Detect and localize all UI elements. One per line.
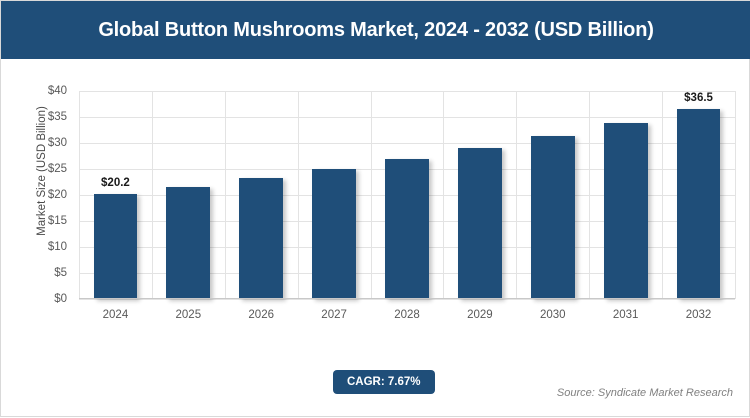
y-axis-tick-label: $30 [47,137,67,149]
bar-slot: $36.5 [676,91,721,299]
plot-area: $20.2 $36.5 [79,91,736,300]
bar-slot [530,91,575,299]
bar-slot [166,91,211,299]
y-axis-tick-label: $40 [47,85,67,97]
bar[interactable] [676,109,721,299]
bar-slot [385,91,429,299]
bar[interactable] [312,169,356,299]
bar-slot [458,91,502,299]
y-axis-tick-label: $25 [47,163,67,175]
gridline-vertical [225,91,226,299]
bar-slot: $20.2 [93,91,138,299]
chart-region: Market Size (USD Billion) $0 $5 $10 $15 $20 $… [1,59,750,359]
bar[interactable] [93,193,138,299]
x-axis-tick-label: 2032 [685,309,712,321]
footer-region: CAGR: 7.67% Source: Syndicate Market Res… [1,359,750,418]
cagr-badge: CAGR: 7.67% [333,370,435,394]
x-axis-tick-label: 2026 [248,309,274,321]
bar[interactable] [385,159,429,299]
x-axis-tick-label: 2027 [321,309,347,321]
gridline-horizontal [79,117,735,118]
header-band: Global Button Mushrooms Market, 2024 - 2… [1,1,750,59]
gridline-vertical [662,91,663,299]
bar[interactable] [530,136,575,299]
bar[interactable] [239,178,284,299]
gridline-vertical [589,91,590,299]
x-axis-tick-label: 2031 [612,309,639,321]
x-axis-tick-label: 2030 [539,309,566,321]
bar-slot [239,91,284,299]
gridline-vertical [516,91,517,299]
bar-value-label: $20.2 [101,176,130,189]
bar[interactable] [603,123,648,299]
gridline-vertical [371,91,372,299]
x-axis-tick-label: 2028 [394,309,420,321]
bar[interactable] [166,186,211,299]
y-axis-tick-label: $0 [54,293,67,305]
gridline-vertical [735,91,736,299]
bar-value-label: $36.5 [684,92,713,105]
x-axis-line [79,298,735,299]
gridline-horizontal [79,299,735,300]
y-axis-tick-label: $15 [47,215,67,227]
page-title: Global Button Mushrooms Market, 2024 - 2… [98,18,654,41]
bar-slot [603,91,648,299]
y-axis-tick-label: $20 [47,189,67,201]
x-axis-tick-label: 2025 [175,309,202,321]
x-axis-tick-label: 2024 [102,309,129,321]
source-attribution: Source: Syndicate Market Research [556,387,733,399]
gridline-vertical [298,91,299,299]
gridline-vertical [79,91,80,299]
y-axis-tick-label: $10 [47,241,67,253]
y-axis-tick-label: $35 [47,111,67,123]
bar-slot [312,91,356,299]
gridline-horizontal [79,91,735,92]
gridline-vertical [443,91,444,299]
y-axis-tick-label: $5 [54,267,67,279]
gridline-vertical [152,91,153,299]
bar[interactable] [458,148,502,299]
x-axis-tick-label: 2029 [467,309,493,321]
gridline-horizontal [79,143,735,144]
